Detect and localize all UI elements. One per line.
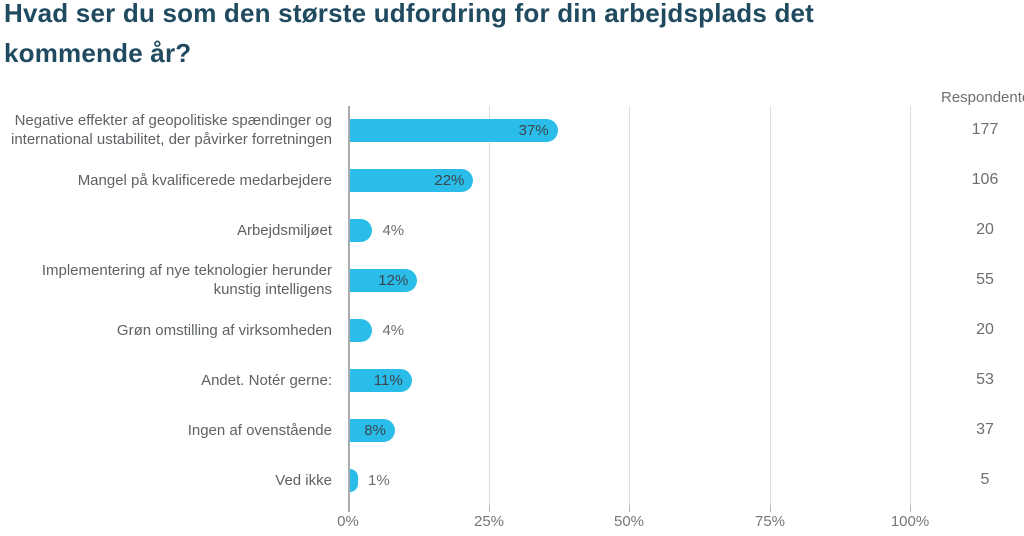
category-label: Arbejdsmiljøet (236, 221, 332, 239)
x-tick-label: 100% (890, 513, 930, 530)
x-tick-label: 0% (337, 513, 359, 530)
bar: 37% (350, 118, 558, 142)
y-axis-line (348, 106, 350, 512)
category-label: Mangel på kvalificerede medarbejdere (77, 171, 332, 189)
category-label: Ved ikke (275, 471, 332, 489)
chart-title: Hvad ser du som den største udfordring f… (4, 0, 815, 68)
category-label: Grøn omstilling af virksomheden (116, 321, 332, 339)
respondent-count: 20 (976, 221, 994, 238)
x-tick-label: 25% (473, 513, 505, 530)
respondents-header: Respondenter (941, 89, 1024, 106)
gridline (910, 106, 911, 505)
respondent-count: 5 (980, 471, 990, 488)
x-tick-label: 50% (613, 513, 645, 530)
bar-value-label: 37% (518, 121, 549, 139)
respondent-count: 37 (976, 421, 994, 438)
respondent-count: 106 (971, 171, 999, 188)
bar (350, 318, 373, 342)
respondent-count: 53 (976, 371, 994, 388)
chart-row: Ved ikke 1% 5 (0, 455, 1024, 505)
chart-row: Arbejdsmiljøet 4% 20 (0, 205, 1024, 255)
gridline (770, 106, 771, 505)
chart-row: Grøn omstilling af virksomheden 4% 20 (0, 305, 1024, 355)
chart-row: Ingen af ovenstående 8% 37 (0, 405, 1024, 455)
chart-row: Negative effekter af geopolitiske spændi… (0, 105, 1024, 155)
axis-tick (489, 505, 490, 512)
bar (350, 468, 358, 492)
bar: 12% (350, 268, 418, 292)
category-label: Negative effekter af geopolitiske spændi… (10, 112, 332, 148)
respondent-count: 55 (976, 271, 994, 288)
bar-value-label: 11% (373, 371, 403, 389)
category-label: Ingen af ovenstående (187, 421, 332, 439)
bar (350, 218, 373, 242)
bar-value-label: 12% (378, 271, 409, 289)
gridline (489, 106, 490, 505)
x-tick-label: 75% (754, 513, 786, 530)
bar-value-label: 1% (368, 471, 390, 489)
bar-value-label: 22% (434, 171, 465, 189)
axis-tick (770, 505, 771, 512)
axis-tick (910, 505, 911, 512)
gridline (629, 106, 630, 505)
chart-row: Implementering af nye teknologier herund… (0, 255, 1024, 305)
respondent-count: 177 (971, 121, 999, 138)
axis-tick (629, 505, 630, 512)
bar: 8% (350, 418, 395, 442)
chart-row: Andet. Notér gerne: 11% 53 (0, 355, 1024, 405)
category-label: Implementering af nye teknologier herund… (41, 262, 332, 298)
chart-row: Mangel på kvalificerede medarbejdere 22% 1… (0, 155, 1024, 205)
bar-value-label: 4% (382, 321, 405, 339)
bar-value-label: 4% (382, 221, 405, 239)
bar: 22% (350, 168, 474, 192)
bar: 11% (350, 368, 412, 392)
category-label: Andet. Notér gerne: (201, 371, 332, 389)
respondent-count: 20 (976, 321, 994, 338)
bar-value-label: 8% (364, 421, 386, 439)
